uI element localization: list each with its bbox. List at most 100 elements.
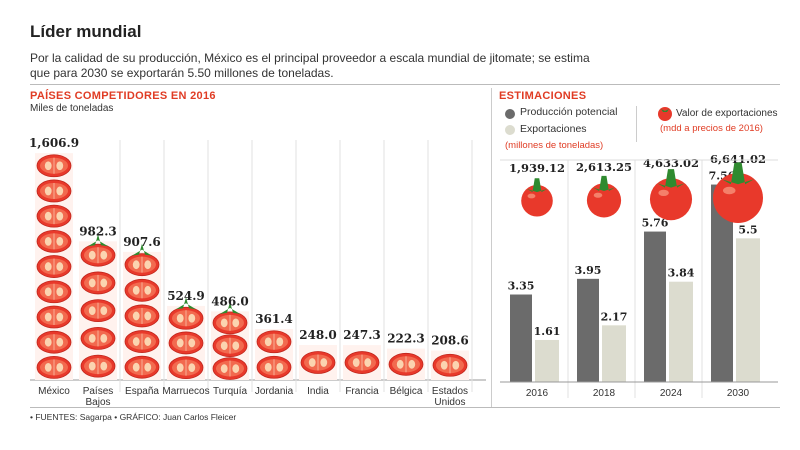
legend-production-label: Producción potencial bbox=[520, 106, 618, 118]
value-label: 486.0 bbox=[211, 294, 249, 308]
estimates-plot: 3.35 1.61 1,939.12 2016 3.95 2.17 2,613.25 2018… bbox=[500, 152, 778, 399]
legend-exports-label: Exportaciones bbox=[520, 123, 587, 135]
top-divider bbox=[30, 84, 780, 85]
category-label: Países bbox=[83, 386, 114, 397]
category-label: Francia bbox=[345, 386, 379, 397]
left-section-title: PAÍSES COMPETIDORES EN 2016 bbox=[30, 90, 216, 102]
tomato-legend-icon bbox=[658, 107, 672, 121]
legend-production-swatch bbox=[505, 109, 515, 119]
value-label: 222.3 bbox=[387, 332, 425, 346]
left-unit-label: Miles de toneladas bbox=[30, 103, 114, 114]
page-subtitle: Por la calidad de su producción, México … bbox=[30, 51, 590, 80]
export-value-label: 1,939.12 bbox=[509, 161, 565, 175]
bar bbox=[299, 344, 337, 380]
bottom-divider bbox=[30, 407, 780, 408]
bar bbox=[123, 243, 161, 380]
tomato-value-icon bbox=[713, 162, 763, 223]
tomato-slice bbox=[80, 271, 116, 295]
section-divider bbox=[491, 88, 492, 408]
bar bbox=[343, 345, 381, 380]
tomato-slice bbox=[124, 330, 160, 353]
export-value-label: 6,641.02 bbox=[710, 152, 766, 166]
page-title: Líder mundial bbox=[30, 22, 142, 41]
year-label: 2024 bbox=[660, 388, 683, 399]
tomato-slice bbox=[80, 234, 116, 267]
tomato-slice bbox=[168, 297, 204, 330]
tomato-slice bbox=[212, 357, 248, 380]
tomato-slice bbox=[124, 278, 160, 302]
value-label: 208.6 bbox=[431, 334, 469, 348]
production-value-label: 3.95 bbox=[575, 264, 602, 277]
category-label: Jordania bbox=[255, 386, 294, 397]
tomato-slice bbox=[168, 331, 204, 355]
tomato-slice bbox=[36, 330, 72, 354]
tomato-slice bbox=[36, 204, 72, 228]
tomato-slice bbox=[256, 330, 292, 354]
value-label: 247.3 bbox=[343, 328, 381, 342]
tomato-slice bbox=[36, 255, 72, 278]
bar bbox=[35, 153, 73, 380]
bar bbox=[255, 328, 293, 380]
tomato-slice bbox=[36, 229, 72, 253]
year-label: 2016 bbox=[526, 388, 549, 399]
exports-value-label: 1.61 bbox=[534, 325, 561, 338]
exports-bar bbox=[535, 339, 559, 382]
legend-value-unit: (mdd a precios de 2016) bbox=[660, 123, 763, 134]
legend-separator bbox=[636, 106, 637, 142]
tomato-slice bbox=[36, 355, 72, 379]
bar bbox=[167, 297, 205, 380]
tomato-slice bbox=[212, 334, 248, 358]
footer-credits: • FUENTES: Sagarpa • GRÁFICO: Juan Carlo… bbox=[30, 412, 237, 422]
legend-exports-unit: (millones de toneladas) bbox=[505, 140, 604, 151]
tomato-slice bbox=[388, 352, 424, 376]
tomato-slice bbox=[80, 299, 116, 323]
tomato-slice bbox=[168, 356, 204, 380]
exports-bar bbox=[669, 281, 693, 382]
exports-value-label: 3.84 bbox=[668, 267, 695, 280]
category-label: España bbox=[125, 386, 159, 397]
tomato-slice bbox=[36, 305, 72, 329]
category-label: Bajos bbox=[85, 397, 110, 408]
tomato-slice bbox=[256, 355, 292, 379]
category-label: India bbox=[307, 386, 329, 397]
production-bar bbox=[644, 231, 666, 382]
tomato-slice bbox=[36, 280, 72, 304]
year-label: 2030 bbox=[727, 388, 750, 399]
value-label: 982.3 bbox=[79, 224, 117, 238]
exports-value-label: 5.5 bbox=[738, 223, 757, 236]
exports-bar bbox=[602, 325, 626, 382]
value-label: 524.9 bbox=[167, 289, 205, 303]
tomato-value-icon bbox=[649, 169, 693, 221]
production-value-label: 3.35 bbox=[508, 280, 535, 293]
category-label: Estados bbox=[432, 386, 468, 397]
tomato-slice bbox=[124, 304, 160, 328]
legend-exports-swatch bbox=[505, 125, 515, 135]
production-bar bbox=[510, 294, 532, 382]
tomato-slice bbox=[80, 354, 116, 378]
export-value-label: 2,613.25 bbox=[576, 160, 632, 174]
tomato-slice bbox=[36, 179, 72, 203]
tomato-slice bbox=[432, 353, 468, 377]
category-label: México bbox=[38, 386, 70, 397]
production-bar bbox=[711, 184, 733, 382]
legend-value-label: Valor de exportaciones bbox=[676, 108, 778, 119]
value-label: 907.6 bbox=[123, 235, 161, 249]
bar bbox=[79, 234, 117, 380]
tomato-slice bbox=[124, 243, 160, 277]
bar bbox=[431, 350, 469, 380]
production-value-label: 5.76 bbox=[642, 217, 669, 230]
bar bbox=[211, 301, 249, 380]
value-label: 1,606.9 bbox=[29, 136, 79, 150]
production-bar bbox=[577, 278, 599, 382]
tomato-value-icon bbox=[586, 175, 622, 218]
tomato-slice bbox=[124, 355, 160, 379]
bar bbox=[387, 348, 425, 380]
value-label: 361.4 bbox=[255, 312, 293, 326]
value-label: 248.0 bbox=[299, 328, 337, 342]
tomato-slice bbox=[344, 351, 380, 374]
tomato-slice bbox=[80, 326, 116, 350]
category-label: Marruecos bbox=[162, 386, 209, 397]
